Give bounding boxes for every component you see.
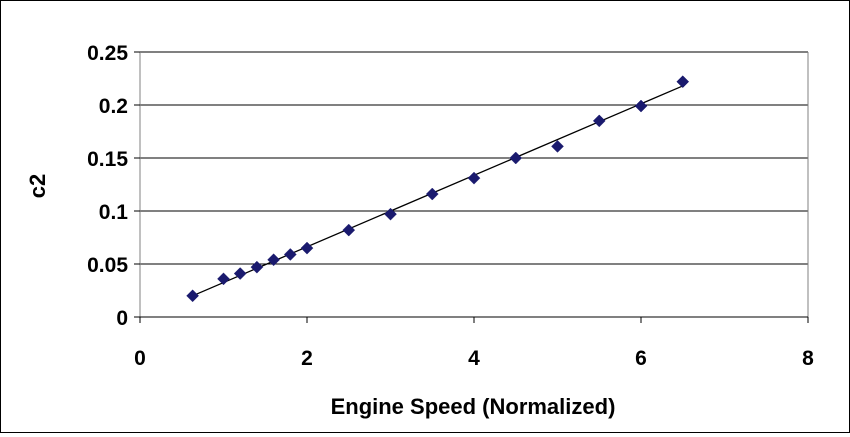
y-tick-label-1: 0.05 <box>87 254 128 277</box>
gridlines <box>140 51 808 265</box>
y-tick-label-2: 0.1 <box>99 201 129 224</box>
data-point-9 <box>425 187 439 201</box>
y-tick-label-3: 0.15 <box>87 148 128 171</box>
data-point-13 <box>592 114 606 128</box>
data-point-14 <box>634 99 648 113</box>
x-tick-label-4: 8 <box>802 347 814 370</box>
y-axis-label: c2 <box>25 174 50 198</box>
data-point-10 <box>467 171 481 185</box>
x-axis-label: Engine Speed (Normalized) <box>331 394 616 419</box>
data-point-4 <box>267 253 280 267</box>
data-point-11 <box>509 151 523 165</box>
data-points <box>186 75 690 303</box>
data-point-2 <box>233 267 247 280</box>
data-point-7 <box>342 223 356 237</box>
data-point-12 <box>551 139 564 153</box>
data-point-3 <box>250 260 264 274</box>
data-point-0 <box>186 289 199 303</box>
y-tick-label-5: 0.25 <box>87 42 128 65</box>
y-tick-label-0: 0 <box>116 307 128 330</box>
y-tick-label-4: 0.2 <box>99 95 128 118</box>
x-tick-label-2: 4 <box>468 347 480 370</box>
data-point-5 <box>283 248 297 261</box>
axes <box>134 51 809 323</box>
x-tick-label-1: 2 <box>301 347 313 370</box>
data-point-1 <box>217 272 230 286</box>
x-tick-label-3: 6 <box>635 347 647 370</box>
x-tick-label-0: 0 <box>134 347 146 370</box>
tick-labels: 0 2 4 6 8 0 0.05 0.1 0.15 0.2 0.25 <box>87 42 814 370</box>
data-point-15 <box>676 75 690 89</box>
data-point-6 <box>300 241 314 255</box>
data-point-8 <box>384 207 397 221</box>
